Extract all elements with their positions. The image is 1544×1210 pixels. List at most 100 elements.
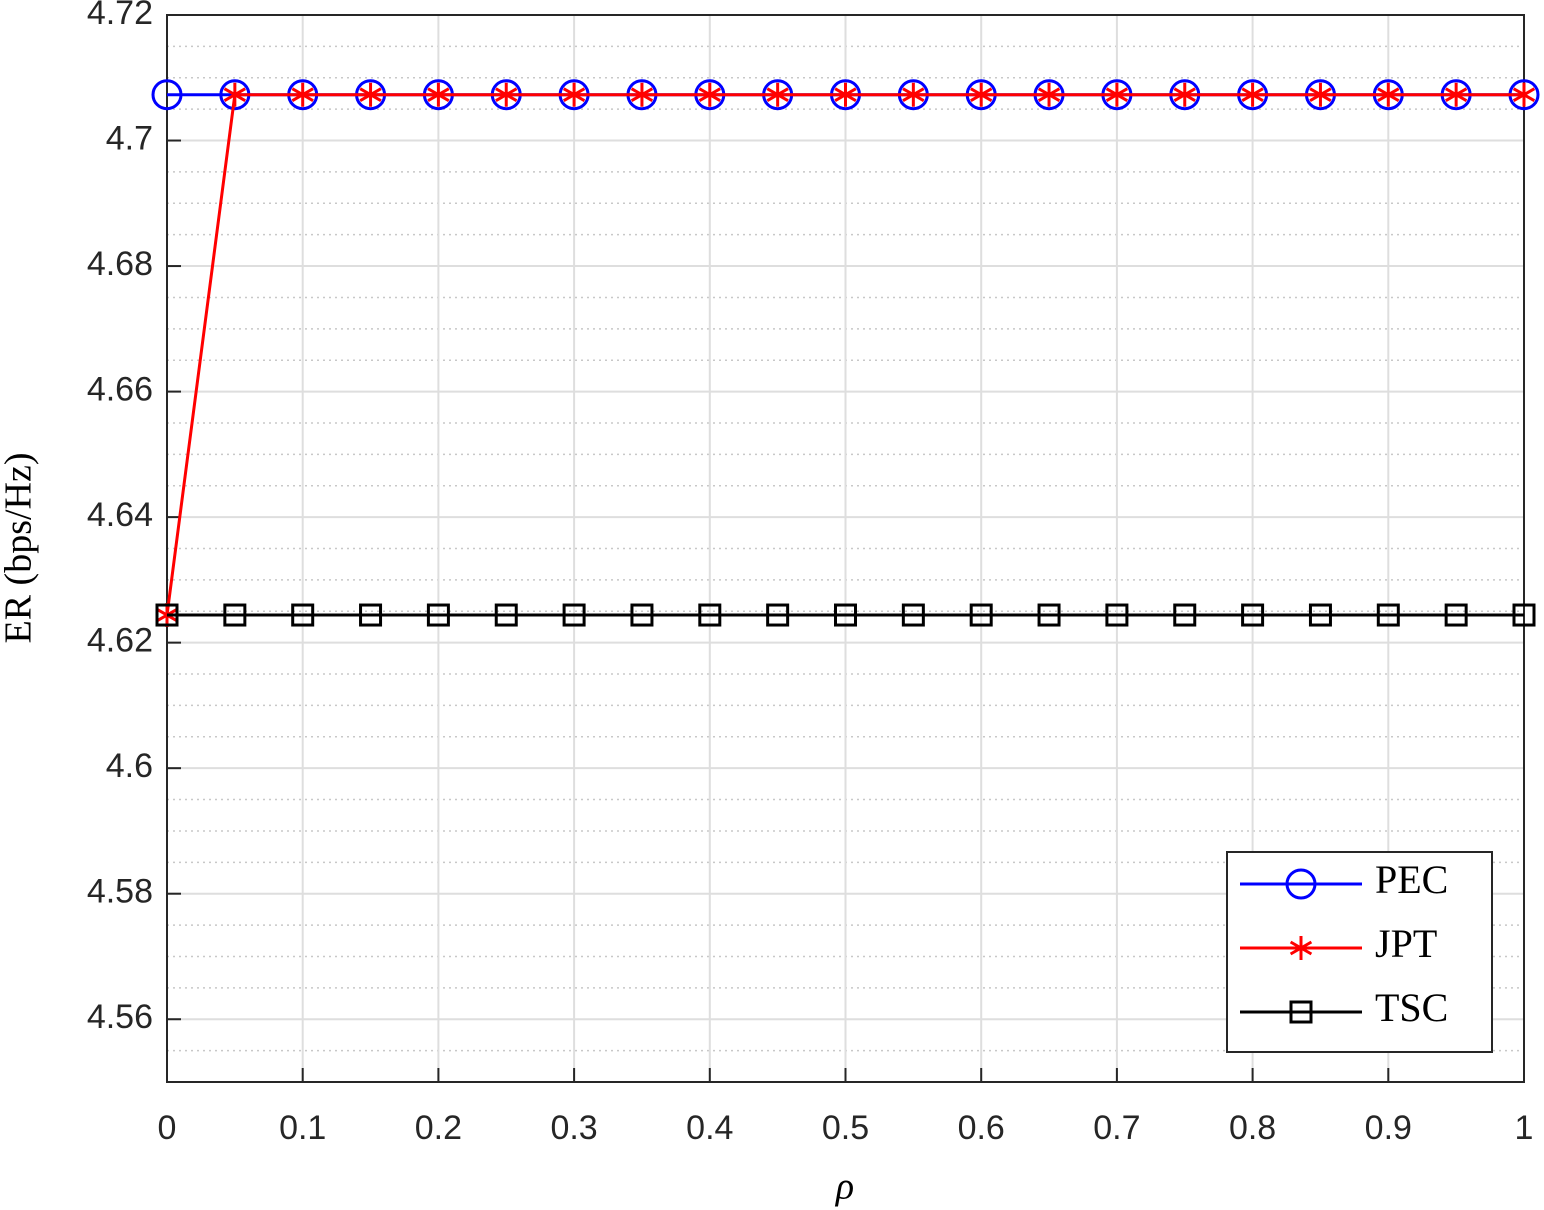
marker	[698, 603, 722, 627]
marker	[1241, 603, 1265, 627]
marker-square	[630, 603, 654, 627]
marker-square	[901, 603, 925, 627]
marker-asterisk	[495, 82, 518, 107]
marker-asterisk	[1309, 82, 1332, 107]
marker-asterisk	[1241, 82, 1264, 107]
marker	[291, 603, 315, 627]
marker-square	[359, 603, 383, 627]
marker-square	[155, 603, 179, 627]
marker-asterisk	[1037, 82, 1061, 107]
marker	[902, 82, 925, 107]
x-tick-label: 0.4	[686, 1109, 733, 1147]
x-tick-label: 0.2	[415, 1109, 462, 1147]
x-axis-label: ρ	[835, 1166, 854, 1208]
marker	[562, 82, 586, 107]
marker-square	[766, 603, 790, 627]
marker	[1376, 603, 1400, 627]
marker	[1037, 82, 1061, 107]
marker	[1308, 603, 1332, 627]
marker-square	[1173, 603, 1197, 627]
marker	[1512, 82, 1536, 107]
y-tick-label: 4.66	[87, 371, 153, 409]
marker	[1241, 82, 1264, 107]
x-tick-label: 0	[158, 1109, 177, 1147]
marker	[834, 82, 857, 107]
marker-square	[1376, 603, 1400, 627]
marker-asterisk	[630, 82, 654, 107]
marker-asterisk	[562, 82, 586, 107]
marker-asterisk	[698, 82, 721, 107]
legend-label: PEC	[1375, 857, 1448, 902]
marker-square	[698, 603, 722, 627]
marker-asterisk	[1445, 82, 1468, 107]
marker-circle	[1285, 868, 1317, 900]
axes-box	[166, 14, 1525, 1083]
marker	[1285, 868, 1317, 900]
marker-asterisk	[834, 82, 857, 107]
marker	[427, 82, 450, 107]
marker	[155, 603, 179, 627]
marker	[223, 82, 246, 107]
marker-asterisk	[1512, 82, 1536, 107]
marker	[1105, 603, 1129, 627]
marker-square	[426, 603, 450, 627]
marker	[1445, 82, 1468, 107]
marker	[1105, 82, 1129, 107]
marker	[495, 82, 518, 107]
marker-asterisk	[902, 82, 925, 107]
marker	[151, 79, 183, 111]
marker	[562, 603, 586, 627]
marker-square	[1241, 603, 1265, 627]
marker-circle	[151, 79, 183, 111]
x-tick-label: 0.7	[1093, 1109, 1140, 1147]
x-tick-label: 0.6	[958, 1109, 1005, 1147]
marker	[1289, 936, 1313, 960]
y-tick-label: 4.68	[87, 245, 153, 283]
marker	[970, 82, 993, 107]
marker	[359, 82, 382, 107]
marker-square	[969, 603, 993, 627]
marker-square	[1512, 603, 1536, 627]
marker	[291, 82, 314, 107]
x-tick-label: 0.1	[279, 1109, 326, 1147]
marker	[766, 82, 789, 107]
marker-asterisk	[427, 82, 450, 107]
marker	[1377, 82, 1400, 107]
y-tick-label: 4.56	[87, 998, 153, 1036]
marker	[766, 603, 790, 627]
marker	[630, 603, 654, 627]
marker-asterisk	[970, 82, 993, 107]
x-tick-label: 1	[1515, 1109, 1534, 1147]
marker-square	[834, 603, 857, 627]
y-tick-label: 4.6	[106, 747, 153, 785]
marker	[834, 603, 857, 627]
marker-square	[1037, 603, 1061, 627]
marker-asterisk	[291, 82, 314, 107]
marker-asterisk	[1173, 82, 1196, 107]
marker-square	[494, 603, 518, 627]
marker	[1289, 1000, 1313, 1024]
y-axis-label: ER (bps/Hz)	[0, 452, 40, 643]
marker-square	[1289, 1000, 1313, 1024]
legend-label: TSC	[1375, 985, 1448, 1030]
marker	[1173, 603, 1197, 627]
marker	[1444, 603, 1468, 627]
x-tick-label: 0.8	[1229, 1109, 1276, 1147]
y-tick-label: 4.58	[87, 873, 153, 911]
marker	[969, 603, 993, 627]
legend-label: JPT	[1375, 921, 1437, 966]
marker-asterisk	[1289, 936, 1313, 960]
x-tick-label: 0.9	[1365, 1109, 1412, 1147]
marker	[359, 603, 383, 627]
x-tick-label: 0.5	[822, 1109, 869, 1147]
marker	[1173, 82, 1196, 107]
x-tick-label: 0.3	[550, 1109, 597, 1147]
marker	[223, 603, 247, 627]
marker-asterisk	[1105, 82, 1129, 107]
marker	[1309, 82, 1332, 107]
marker	[901, 603, 925, 627]
marker	[494, 603, 518, 627]
marker-square	[1444, 603, 1468, 627]
marker	[630, 82, 654, 107]
